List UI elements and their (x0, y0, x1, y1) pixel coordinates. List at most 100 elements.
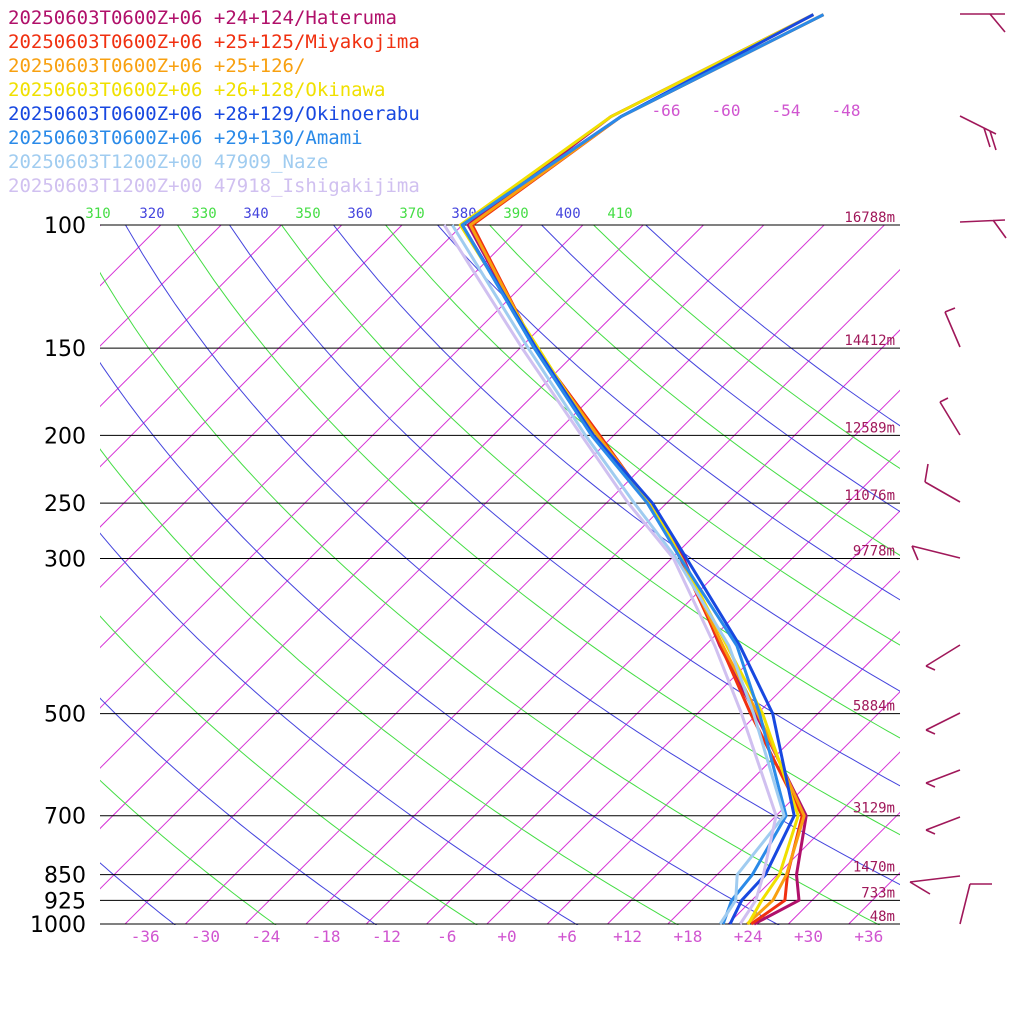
height-label: 3129m (853, 801, 895, 817)
temperature-tick-label: +24 (734, 927, 763, 946)
chart-grid (100, 0, 1024, 925)
dry-adiabat-line (124, 225, 900, 886)
series-upper (442, 13, 825, 926)
chart-axes: 100 16788m 150 14412m 200 12589m 250 11076m 300 9… (30, 101, 900, 946)
theta-label: 350 (295, 206, 320, 222)
isotherm-line (426, 449, 900, 925)
isotherm-line (100, 225, 644, 769)
pressure-label: 300 (44, 548, 86, 573)
dry-adiabat-line (436, 225, 900, 601)
temperature-tick-label: -12 (372, 927, 401, 946)
isotherm-line (100, 225, 343, 468)
dry-adiabat-line (384, 225, 900, 646)
isotherm-line (969, 0, 1024, 924)
dry-adiabat-line (100, 271, 881, 925)
isotherm-line (245, 268, 900, 925)
wind-barb (959, 883, 992, 925)
theta-label: 370 (399, 206, 424, 222)
temperature-tick-label: +12 (613, 927, 642, 946)
height-label: 48m (870, 909, 895, 925)
isotherm-line (727, 751, 900, 925)
chart-legend: 20250603T0600Z+06 +24+124/Hateruma 202506… (8, 6, 420, 198)
pressure-label: 200 (44, 424, 86, 449)
temperature-tick-label: -24 (251, 927, 280, 946)
height-label: 5884m (853, 699, 895, 715)
pressure-label: 250 (44, 492, 86, 517)
temperature-tick-label: +18 (673, 927, 702, 946)
temperature-tick-label: -36 (131, 927, 160, 946)
dry-adiabat-line (540, 225, 900, 513)
dry-adiabat-line (100, 615, 478, 925)
theta-label: 330 (191, 206, 216, 222)
temperature-tick-label: -30 (191, 927, 220, 946)
wind-barb (939, 397, 961, 436)
height-label: 11076m (844, 488, 895, 504)
dry-adiabat-line (100, 697, 378, 925)
legend-entry: 20250603T1200Z+00 47909_Naze (8, 151, 329, 173)
isotherm-line (100, 225, 464, 589)
theta-label: 320 (139, 206, 164, 222)
isotherm-line (365, 389, 900, 925)
wind-barb (909, 875, 961, 895)
temperature-tick-label: +30 (794, 927, 823, 946)
upper-temperature-label: -66 (652, 101, 681, 120)
isotherm-line (848, 871, 900, 925)
legend-entry: 20250603T0600Z+06 +25+125/Miyakojima (8, 31, 420, 53)
theta-label: 340 (243, 206, 268, 222)
isotherm-line (100, 225, 584, 709)
isotherm-line (607, 630, 900, 925)
sounding-line (451, 224, 786, 925)
height-label: 9778m (853, 544, 895, 560)
dry-adiabat-line (100, 779, 277, 925)
isotherm-line (667, 691, 900, 925)
upper-temperature-label: -60 (712, 101, 741, 120)
isotherm-line (788, 811, 900, 925)
dry-adiabat-line (592, 225, 900, 470)
theta-label: 390 (503, 206, 528, 222)
wind-barb (925, 712, 961, 735)
wind-barb (924, 463, 961, 503)
temperature-tick-label: -18 (312, 927, 341, 946)
isotherm-line (124, 225, 825, 925)
dry-adiabat-line (100, 448, 680, 925)
legend-entry: 20250603T0600Z+06 +25+126/ (8, 55, 306, 77)
dry-adiabat-line (332, 225, 900, 692)
dry-adiabat-line (100, 361, 780, 925)
height-label: 14412m (844, 333, 895, 349)
height-label: 1470m (853, 860, 895, 876)
sounding-line (442, 224, 778, 925)
legend-entry: 20250603T0600Z+06 +26+128/Okinawa (8, 79, 386, 101)
isotherm-line (100, 225, 524, 649)
wind-barb (925, 644, 961, 671)
isotherm-line (486, 510, 900, 925)
isotherm-line (305, 329, 900, 925)
isotherm-line (546, 570, 900, 925)
pressure-label: 850 (44, 864, 86, 889)
theta-label: 410 (607, 206, 632, 222)
wind-barb (959, 115, 997, 151)
wind-barb (925, 816, 961, 835)
height-label: 12589m (844, 420, 895, 436)
sounding-line (460, 13, 825, 925)
upper-temperature-label: -54 (772, 101, 801, 120)
isotherm-line (100, 225, 765, 890)
legend-entry: 20250603T0600Z+06 +29+130/Amami (8, 127, 363, 149)
dry-adiabat-line (100, 532, 579, 925)
legend-entry: 20250603T0600Z+06 +24+124/Hateruma (8, 7, 397, 29)
pressure-label: 150 (44, 337, 86, 362)
wind-barb (944, 307, 961, 348)
dry-adiabat-line (644, 225, 900, 427)
isotherm-line (100, 225, 705, 830)
isotherm-line (100, 225, 403, 528)
isotherm-line (909, 0, 1024, 924)
temperature-tick-label: +6 (558, 927, 577, 946)
dry-adiabat-line (176, 225, 900, 836)
dry-adiabat-line (280, 225, 900, 739)
wind-barbs (909, 13, 1007, 925)
isotherm-line (100, 225, 283, 408)
pressure-label: 100 (44, 214, 86, 239)
dry-adiabat-line (100, 862, 176, 925)
wind-barb (911, 545, 961, 561)
dry-adiabat-line (488, 225, 900, 556)
